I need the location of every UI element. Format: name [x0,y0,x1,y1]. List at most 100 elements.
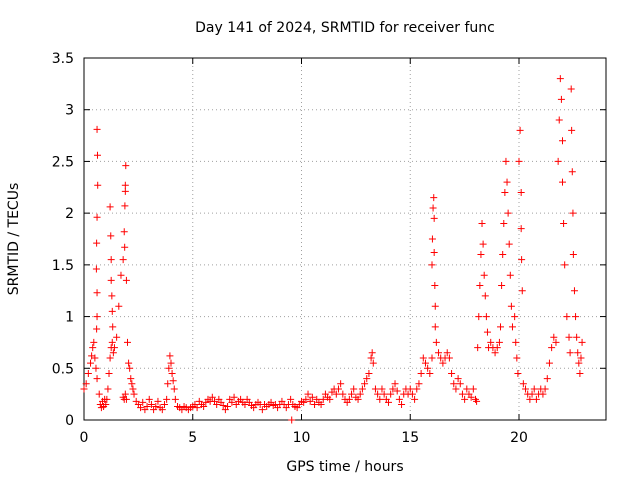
data-point [125,359,133,367]
y-tick-label: 1.5 [52,258,74,274]
data-point [152,403,160,411]
data-point [358,385,366,393]
y-tick-label: 1 [65,310,74,326]
data-point [439,359,447,367]
data-point [508,323,516,331]
x-tick-label: 10 [293,430,311,446]
data-point [126,364,134,372]
data-point [121,202,129,210]
data-point [512,338,520,346]
data-point [345,395,353,403]
data-point [354,395,362,403]
data-point [334,385,342,393]
data-point [498,282,506,290]
data-point [463,385,471,393]
data-point [128,380,136,388]
data-point [532,395,540,403]
data-point [104,385,112,393]
data-point [435,349,443,357]
data-point [224,403,232,411]
data-point [443,349,451,357]
data-point [411,395,419,403]
data-point [487,338,495,346]
data-point [306,397,314,405]
data-point [122,276,130,284]
data-point [193,404,201,412]
data-point [92,265,100,273]
data-point [530,385,538,393]
data-point [497,323,505,331]
data-point [311,400,319,408]
data-point [570,287,578,295]
data-point [113,333,121,341]
data-point [578,338,586,346]
data-point [479,240,487,248]
data-point [127,375,135,383]
data-point [93,313,101,321]
data-point [367,354,375,362]
data-point [445,354,453,362]
data-point [574,349,582,357]
data-point [572,313,580,321]
data-point [107,256,115,264]
data-point [103,395,111,403]
data-point [545,359,553,367]
data-point [107,276,115,284]
data-point [475,313,483,321]
data-point [147,400,155,408]
data-point [317,400,325,408]
data-point [389,385,397,393]
data-point [167,359,175,367]
data-point [219,402,227,410]
data-point [93,325,101,333]
data-point [568,168,576,176]
data-point [160,400,168,408]
x-tick-label: 5 [188,430,197,446]
data-point [559,178,566,186]
data-point [522,385,530,393]
data-point [554,157,562,165]
data-point [576,369,584,377]
data-point [515,157,523,165]
data-point [482,313,490,321]
data-point [476,282,484,290]
data-point [130,390,138,398]
data-point [106,203,114,211]
data-point [526,395,534,403]
x-axis-label: GPS time / hours [286,459,403,475]
data-point [431,282,439,290]
data-point [169,377,177,385]
y-tick-label: 0 [65,413,74,429]
data-point [499,251,507,259]
data-point [319,395,327,403]
data-point [92,364,100,372]
data-point [302,395,310,403]
data-point [339,390,347,398]
data-point [241,400,249,408]
x-tick-label: 0 [80,430,89,446]
data-point [504,209,512,217]
grid [84,58,606,420]
data-point [163,395,171,403]
data-point [503,178,511,186]
data-point [428,354,436,362]
data-point [573,333,581,341]
data-point [513,354,521,362]
x-tick-label: 15 [401,430,419,446]
data-point [467,393,475,401]
data-point [106,354,114,362]
data-point [417,369,425,377]
data-point [93,125,101,133]
data-point [430,248,438,256]
data-point [115,302,123,310]
data-point [166,352,174,360]
data-point [93,375,101,383]
data-point [108,292,116,300]
data-point [517,188,525,196]
y-axis-label: SRMTID / TECUs [6,183,22,296]
data-points [80,75,586,424]
data-point [563,313,571,321]
data-point [145,395,153,403]
data-point [93,239,101,247]
data-point [493,344,501,352]
